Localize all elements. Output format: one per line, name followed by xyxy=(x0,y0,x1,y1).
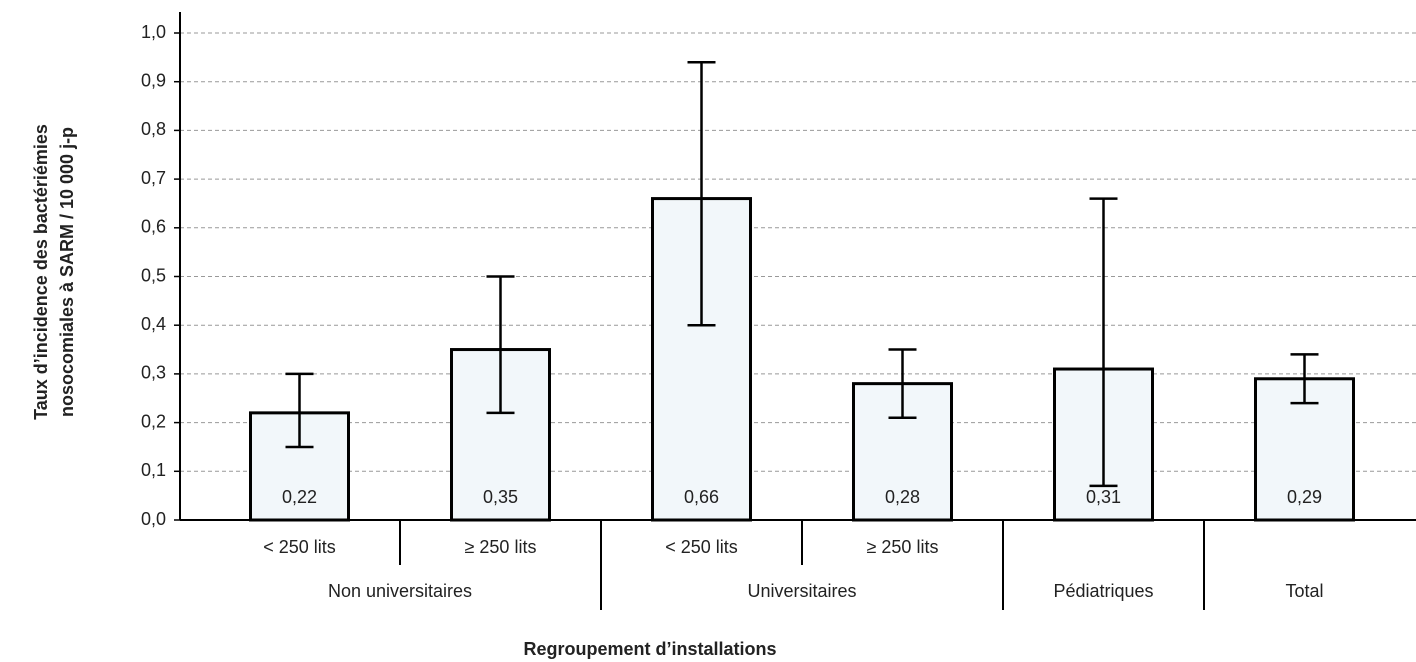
group-label: Universitaires xyxy=(747,581,856,601)
y-axis-title: nosocomiales à SARM / 10 000 j-p xyxy=(57,127,77,417)
y-tick-label: 1,0 xyxy=(141,22,166,42)
y-tick-label: 0,0 xyxy=(141,509,166,529)
y-tick-label: 0,1 xyxy=(141,460,166,480)
error-bar xyxy=(888,348,917,419)
y-tick-label: 0,9 xyxy=(141,70,166,90)
x-tick-label: < 250 lits xyxy=(263,537,336,557)
value-label: 0,28 xyxy=(885,487,920,507)
group-label: Non universitaires xyxy=(328,581,472,601)
y-tick-label: 0,6 xyxy=(141,217,166,237)
error-bar xyxy=(486,275,515,415)
y-tick-label: 0,2 xyxy=(141,411,166,431)
value-label: 0,31 xyxy=(1086,487,1121,507)
value-label: 0,22 xyxy=(282,487,317,507)
bar xyxy=(852,382,953,522)
x-tick-label: ≥ 250 lits xyxy=(465,537,537,557)
y-tick-label: 0,3 xyxy=(141,363,166,383)
error-bar xyxy=(687,60,716,327)
group-label: Pédiatriques xyxy=(1053,581,1153,601)
x-tick-label: ≥ 250 lits xyxy=(867,537,939,557)
value-label: 0,66 xyxy=(684,487,719,507)
x-tick-label: < 250 lits xyxy=(665,537,738,557)
group-label: Total xyxy=(1285,581,1323,601)
y-axis-title: Taux d’incidence des bactériémies xyxy=(31,124,51,420)
y-tick-label: 0,7 xyxy=(141,168,166,188)
error-bar xyxy=(1089,197,1118,488)
y-tick-label: 0,4 xyxy=(141,314,166,334)
x-axis-title: Regroupement d’installations xyxy=(523,639,776,659)
y-tick-label: 0,5 xyxy=(141,265,166,285)
y-tick-label: 0,8 xyxy=(141,119,166,139)
error-bar xyxy=(1290,353,1319,405)
value-label: 0,35 xyxy=(483,487,518,507)
error-bar xyxy=(285,372,314,449)
value-label: 0,29 xyxy=(1287,487,1322,507)
